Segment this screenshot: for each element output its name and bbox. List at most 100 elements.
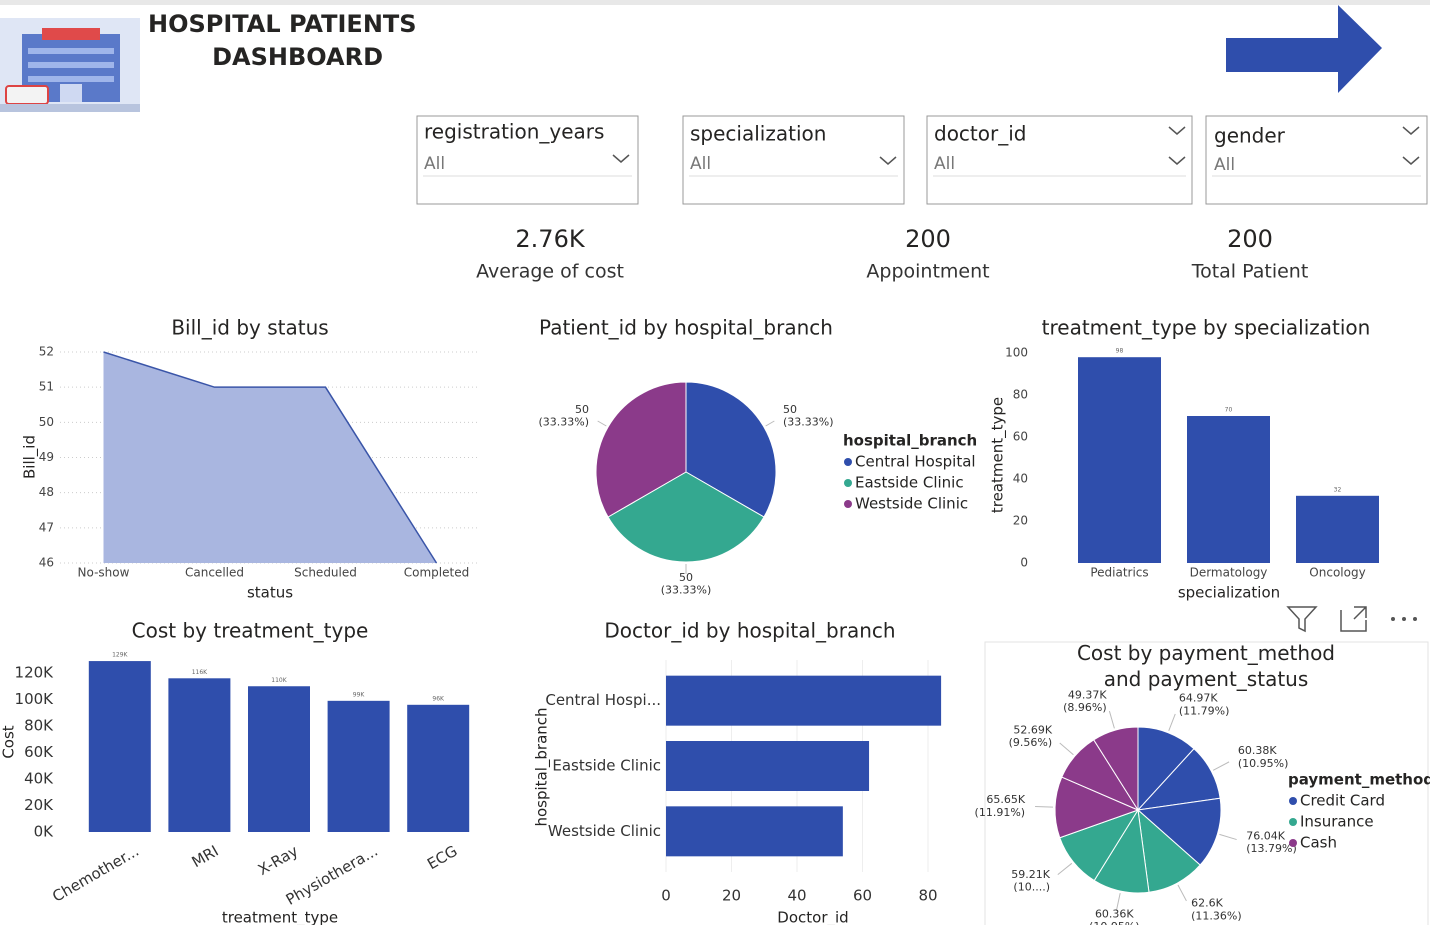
y-axis-title: treatment_type — [989, 397, 1008, 513]
x-tick-label: ECG — [424, 842, 460, 873]
legend-marker — [844, 500, 852, 508]
pie-slice — [1136, 797, 1222, 866]
y-tick-label: 52 — [39, 345, 54, 359]
x-tick-label: MRI — [189, 842, 222, 871]
leader-line — [1177, 884, 1187, 902]
filter-label: gender — [1214, 124, 1286, 148]
leader-line — [1219, 833, 1237, 841]
y-tick-label: 60 — [1013, 430, 1028, 444]
data-label: 49.37K (8.96%) — [1063, 688, 1107, 714]
data-label: 32 — [1334, 486, 1342, 493]
leader-line — [1115, 893, 1121, 911]
legend-label: Westside Clinic — [855, 495, 968, 513]
leader-line — [1168, 713, 1176, 731]
filter-value: All — [424, 154, 445, 174]
y-tick-label: 40 — [1013, 472, 1028, 486]
bar — [1187, 416, 1270, 563]
legend-label: Credit Card — [1300, 792, 1385, 810]
y-tick-label: 48 — [39, 485, 54, 499]
y-tick-label: 20 — [1013, 514, 1028, 528]
data-label: 50 (33.33%) — [661, 571, 712, 597]
data-label: 70 — [1225, 407, 1233, 414]
leader-line — [765, 420, 775, 427]
y-tick-label: 120K — [15, 664, 55, 682]
legend-marker — [1289, 818, 1297, 826]
y-tick-label: 100K — [15, 690, 55, 708]
y-tick-label: 80 — [1013, 388, 1028, 402]
x-tick-label: 20 — [722, 887, 741, 905]
y-tick-label: Eastside Clinic — [552, 757, 661, 775]
y-tick-label: 46 — [39, 556, 54, 570]
filter-label: registration_years — [424, 120, 604, 144]
leader-line — [1035, 806, 1054, 808]
filter[interactable]: specialization All — [682, 115, 905, 205]
y-tick-label: 20K — [24, 796, 54, 814]
bar — [1078, 357, 1161, 563]
pie-slice — [607, 471, 765, 563]
data-label: 96K — [432, 695, 445, 702]
x-axis-title: Doctor_id — [777, 909, 848, 926]
y-tick-label: 50 — [39, 415, 54, 429]
kpi-value: 200 — [1227, 225, 1273, 253]
data-label: 59.21K (10....) — [1011, 868, 1050, 894]
data-label: 65.65K (11.91%) — [975, 793, 1026, 819]
data-label: 62.6K (11.36%) — [1191, 897, 1242, 923]
y-tick-label: 60K — [24, 743, 54, 761]
leader-line — [597, 420, 607, 427]
focus-mode-icon[interactable] — [1340, 606, 1367, 632]
legend-marker — [844, 458, 852, 466]
visual-toolbar — [1286, 606, 1417, 633]
kpi-value: 2.76K — [515, 225, 585, 253]
pie-slice — [685, 381, 777, 518]
chart-title: Bill_id by status — [171, 316, 328, 340]
leader-line — [1057, 862, 1073, 876]
chart-title: Patient_id by hospital_branch — [539, 316, 833, 340]
legend-label: Cash — [1300, 834, 1337, 852]
legend-marker — [1289, 839, 1297, 847]
bar — [248, 686, 310, 832]
kpi-value: 200 — [905, 225, 951, 253]
x-axis-title: specialization — [1178, 584, 1280, 602]
y-tick-label: 0 — [1020, 556, 1028, 570]
pie-slice — [1093, 726, 1139, 812]
navigation-arrow[interactable] — [1226, 5, 1382, 93]
bar — [666, 675, 942, 726]
leader-line — [1212, 761, 1230, 771]
data-label: 99K — [353, 691, 366, 698]
legend-label: Insurance — [1300, 813, 1374, 831]
chart-title: treatment_type by specialization — [1042, 316, 1371, 340]
more-options-icon[interactable] — [1391, 617, 1417, 621]
data-label: 129K — [112, 652, 128, 659]
area-line — [103, 351, 438, 564]
filter[interactable]: gender All — [1205, 115, 1428, 205]
x-tick-label: Pediatrics — [1090, 566, 1148, 580]
filter-label: doctor_id — [934, 122, 1026, 146]
data-label: 52.69K (9.56%) — [1009, 723, 1053, 749]
legend-label: Eastside Clinic — [855, 474, 964, 492]
chart-title-box: Cost by payment_method and payment_statu… — [1077, 641, 1335, 691]
filter[interactable]: registration_years All — [416, 115, 639, 205]
data-label: 76.04K (13.79%) — [1246, 829, 1297, 855]
data-label: 50 (33.33%) — [783, 403, 834, 429]
bar — [327, 700, 390, 832]
bar — [407, 704, 470, 832]
data-label: 110K — [271, 677, 287, 684]
bar — [168, 678, 231, 832]
data-label: 116K — [192, 669, 208, 676]
filter-icon[interactable] — [1286, 606, 1318, 633]
kpi-label: Average of cost — [476, 261, 624, 283]
x-tick-label: Scheduled — [294, 566, 357, 580]
x-axis-title: treatment_type — [222, 909, 338, 926]
top-strip — [0, 0, 1430, 5]
filter[interactable]: doctor_id All — [926, 115, 1193, 205]
y-tick-label: Central Hospi... — [545, 691, 661, 709]
x-tick-label: Completed — [404, 566, 469, 580]
filter-value: All — [1214, 155, 1235, 175]
chart-title: Doctor_id by hospital_branch — [604, 619, 895, 643]
y-axis-title: Bill_id — [21, 435, 40, 479]
data-label: 98 — [1116, 348, 1124, 355]
kpi-label: Appointment — [866, 261, 989, 283]
y-tick-label: Westside Clinic — [548, 822, 661, 840]
pie-slice — [1137, 726, 1195, 812]
